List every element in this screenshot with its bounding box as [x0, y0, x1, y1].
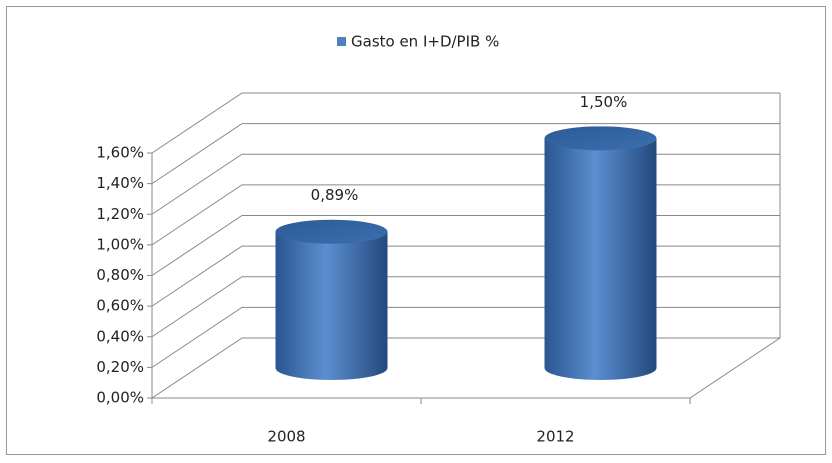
y-tick-label: 1,60%	[96, 144, 144, 162]
y-tick-label: 0,40%	[96, 327, 144, 345]
grid-line	[151, 92, 780, 154]
bar-top	[275, 219, 388, 244]
bar-top	[544, 126, 657, 151]
grid-line	[151, 123, 780, 185]
y-tick-label: 1,40%	[96, 174, 144, 192]
x-tick-label: 2008	[267, 428, 305, 446]
y-tick-label: 1,20%	[96, 205, 144, 223]
y-tick-label: 0,60%	[96, 297, 144, 315]
y-tick-label: 1,00%	[96, 235, 144, 253]
bar	[275, 231, 388, 380]
legend-swatch	[337, 37, 346, 46]
x-tick-label: 2012	[536, 428, 574, 446]
bar	[544, 138, 657, 380]
y-tick-label: 0,20%	[96, 358, 144, 376]
y-tick-label: 0,00%	[96, 389, 144, 407]
legend-label: Gasto en I+D/PIB %	[351, 33, 499, 51]
y-tick-label: 0,80%	[96, 266, 144, 284]
data-label: 1,50%	[580, 93, 628, 111]
chart-frame	[6, 6, 826, 455]
data-label: 0,89%	[311, 186, 359, 204]
